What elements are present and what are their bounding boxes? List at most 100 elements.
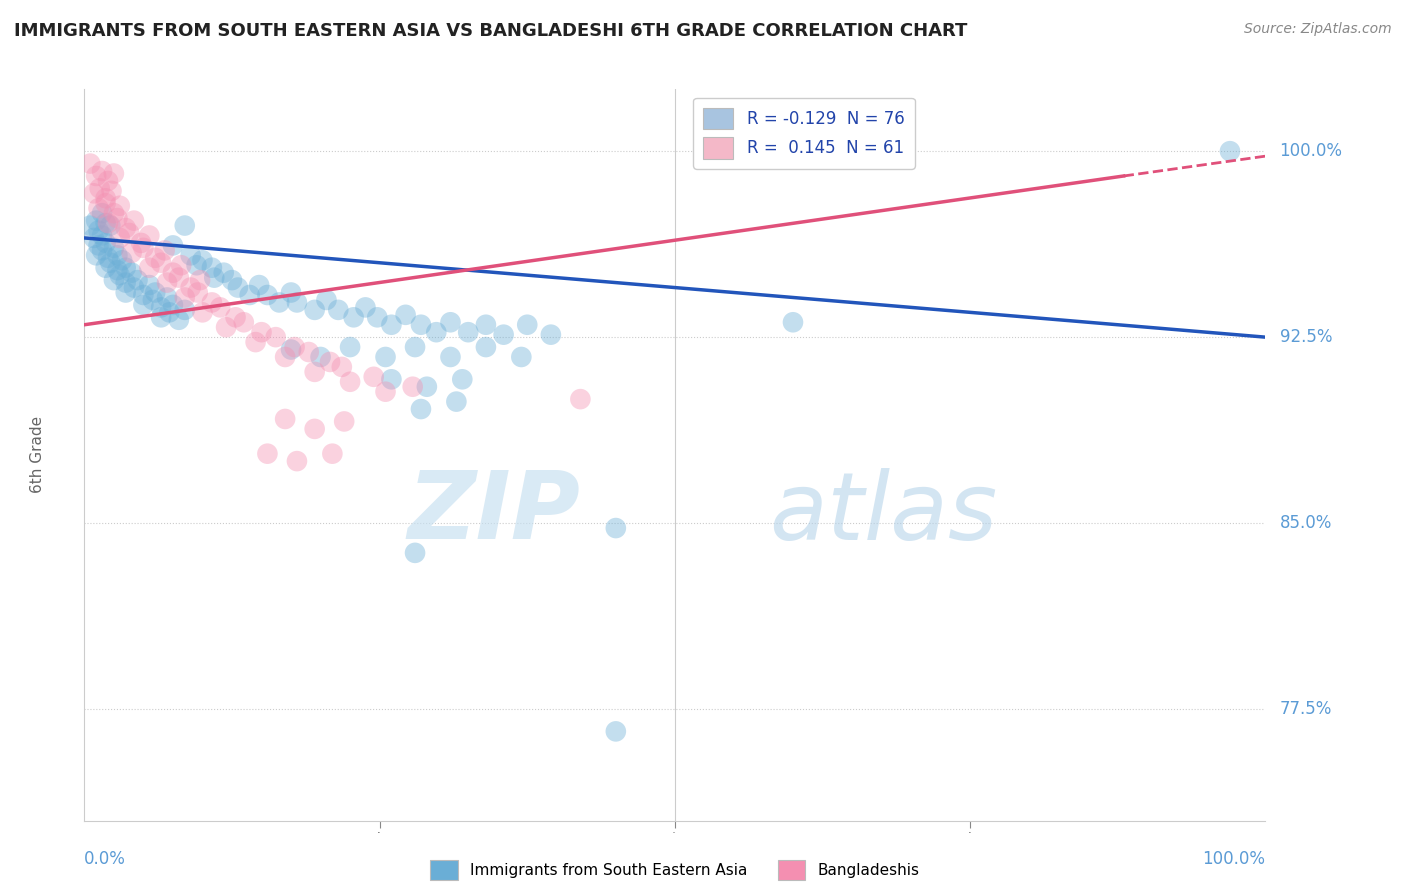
Point bbox=[167, 270, 190, 285]
Point bbox=[103, 241, 125, 255]
Text: IMMIGRANTS FROM SOUTH EASTERN ASIA VS BANGLADESHI 6TH GRADE CORRELATION CHART: IMMIGRANTS FROM SOUTH EASTERN ASIA VS BA… bbox=[14, 22, 967, 40]
Point bbox=[215, 320, 238, 334]
Point bbox=[156, 290, 179, 304]
Point bbox=[284, 340, 307, 354]
Point bbox=[304, 365, 326, 379]
Point bbox=[492, 327, 515, 342]
Point bbox=[186, 258, 208, 272]
Point bbox=[132, 241, 155, 255]
Point bbox=[107, 248, 129, 262]
Point bbox=[173, 219, 195, 233]
Point bbox=[173, 302, 195, 317]
Text: 0.0%: 0.0% bbox=[84, 850, 127, 869]
Point bbox=[569, 392, 592, 406]
Point bbox=[114, 276, 136, 290]
Point bbox=[89, 181, 111, 195]
Point bbox=[91, 228, 114, 243]
Point bbox=[274, 350, 297, 364]
Point bbox=[451, 372, 474, 386]
Point bbox=[114, 285, 136, 300]
Point bbox=[245, 335, 267, 350]
Point bbox=[180, 248, 202, 262]
Text: 85.0%: 85.0% bbox=[1279, 514, 1331, 533]
Point bbox=[380, 372, 402, 386]
Point bbox=[304, 422, 326, 436]
Point bbox=[475, 318, 498, 332]
Point bbox=[212, 266, 235, 280]
Point bbox=[143, 251, 166, 265]
Point bbox=[264, 330, 287, 344]
Point bbox=[97, 174, 120, 188]
Point bbox=[87, 201, 110, 215]
Point bbox=[315, 293, 337, 307]
Point bbox=[409, 318, 432, 332]
Point bbox=[107, 211, 129, 226]
Point bbox=[111, 253, 134, 268]
Legend: Immigrants from South Eastern Asia, Bangladeshis: Immigrants from South Eastern Asia, Bang… bbox=[425, 855, 925, 886]
Point bbox=[173, 290, 195, 304]
Point bbox=[394, 308, 416, 322]
Point bbox=[516, 318, 538, 332]
Point bbox=[138, 228, 160, 243]
Point bbox=[170, 258, 193, 272]
Point bbox=[122, 213, 145, 227]
Point bbox=[129, 235, 152, 250]
Point bbox=[374, 384, 396, 399]
Point bbox=[409, 402, 432, 417]
Point bbox=[247, 278, 270, 293]
Point bbox=[328, 302, 350, 317]
Point bbox=[330, 359, 353, 374]
Point bbox=[103, 206, 125, 220]
Point bbox=[188, 273, 211, 287]
Point bbox=[79, 156, 101, 170]
Point bbox=[416, 380, 439, 394]
Point bbox=[457, 325, 479, 339]
Point bbox=[309, 350, 332, 364]
Point bbox=[221, 273, 243, 287]
Text: 100.0%: 100.0% bbox=[1279, 142, 1343, 161]
Point bbox=[162, 238, 184, 252]
Point bbox=[232, 315, 254, 329]
Point bbox=[404, 340, 426, 354]
Point bbox=[439, 350, 461, 364]
Text: 92.5%: 92.5% bbox=[1279, 328, 1331, 346]
Point bbox=[380, 318, 402, 332]
Point bbox=[202, 270, 225, 285]
Point bbox=[94, 191, 117, 205]
Point bbox=[121, 266, 143, 280]
Point bbox=[782, 315, 804, 329]
Point bbox=[201, 295, 224, 310]
Point bbox=[87, 238, 110, 252]
Point bbox=[333, 414, 356, 428]
Text: atlas: atlas bbox=[769, 468, 998, 559]
Point bbox=[280, 343, 302, 357]
Point bbox=[304, 302, 326, 317]
Point bbox=[121, 245, 143, 260]
Point bbox=[402, 380, 425, 394]
Point bbox=[84, 248, 107, 262]
Point bbox=[132, 298, 155, 312]
Point bbox=[605, 724, 627, 739]
Point bbox=[339, 375, 361, 389]
Point bbox=[138, 260, 160, 275]
Point bbox=[108, 268, 131, 282]
Point bbox=[540, 327, 562, 342]
Point bbox=[201, 260, 224, 275]
Text: Source: ZipAtlas.com: Source: ZipAtlas.com bbox=[1244, 22, 1392, 37]
Point bbox=[446, 394, 468, 409]
Point bbox=[150, 301, 173, 315]
Point bbox=[167, 313, 190, 327]
Point bbox=[439, 315, 461, 329]
Point bbox=[94, 235, 117, 250]
Point bbox=[143, 285, 166, 300]
Point bbox=[187, 285, 209, 300]
Point bbox=[84, 169, 107, 183]
Point bbox=[100, 184, 122, 198]
Point bbox=[226, 280, 249, 294]
Point bbox=[366, 310, 388, 325]
Point bbox=[510, 350, 533, 364]
Point bbox=[103, 167, 125, 181]
Point bbox=[239, 288, 262, 302]
Point bbox=[250, 325, 273, 339]
Point bbox=[98, 219, 121, 233]
